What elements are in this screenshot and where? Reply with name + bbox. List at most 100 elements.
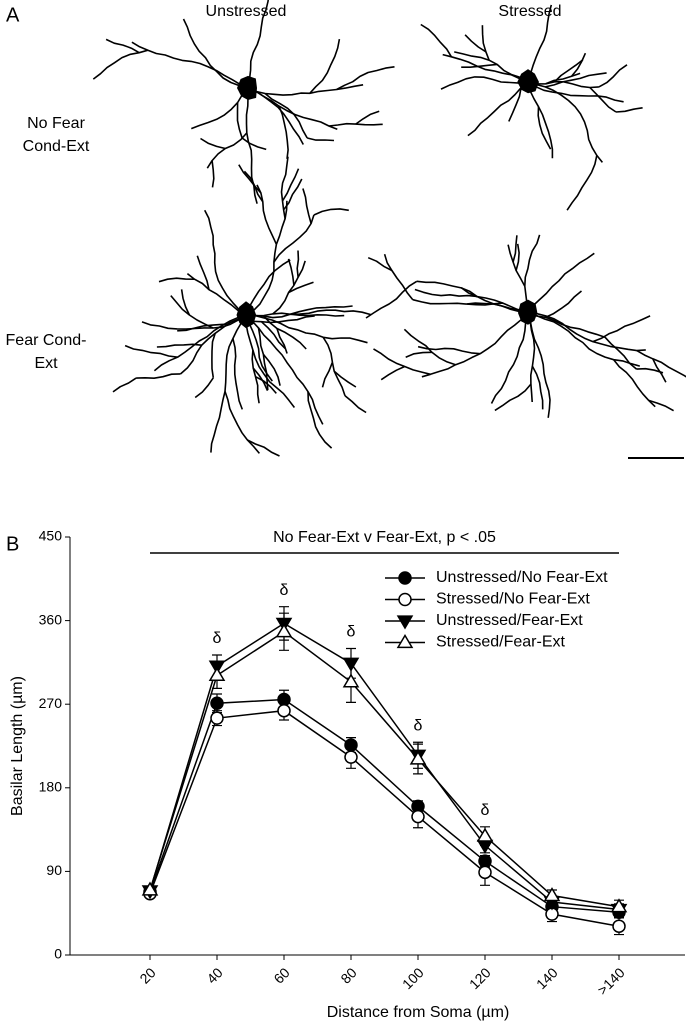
dendrite [287,258,295,286]
marker [396,615,414,630]
series-line [149,698,620,914]
dendrite [592,315,651,343]
dendrite [200,137,226,150]
dendrite [373,348,431,376]
soma [237,75,257,100]
dendrite [182,18,249,89]
row-label: Cond-Ext [23,138,90,155]
x-axis-label: Distance from Soma (µm) [327,1004,510,1021]
dendrite [566,155,598,211]
dendrite [247,439,280,457]
dendrite [460,287,529,314]
dendrite [570,52,587,77]
dendrite [247,0,269,89]
dendrite [290,313,345,317]
dendrite [383,253,414,301]
dendrite [313,208,349,216]
dendrite [307,137,335,142]
dendrite [278,105,289,159]
dendrite [247,87,305,145]
row-label: No Fear [27,115,85,132]
y-tick-label: 90 [46,862,62,878]
dendrite [180,314,247,375]
dendrite [257,327,269,391]
legend-label: Unstressed/Fear-Ext [436,612,583,629]
dendrite [224,391,261,454]
dendrite [180,289,191,316]
dendrite [416,280,529,314]
dendrite [245,314,296,408]
dendrite [177,323,231,332]
marker [277,703,291,718]
dendrite [461,63,498,68]
marker [344,750,358,764]
dendrite [598,64,628,88]
marker [210,711,224,725]
y-tick-label: 0 [54,946,62,962]
significance-label: No Fear-Ext v Fear-Ext, p < .05 [273,529,496,546]
dendrite [464,34,487,53]
marker [141,881,159,896]
x-tick-label: 120 [466,964,494,992]
dendrite [344,395,367,414]
dendrite [136,373,181,379]
dendrite [545,72,607,88]
marker [210,696,224,711]
dendrite [527,81,604,163]
annotation: δ [414,718,423,735]
marker [543,887,561,902]
dendrite [421,312,529,378]
dendrite [276,328,288,354]
dendrite [236,102,243,139]
dendrite [247,84,364,96]
dendrite [355,110,380,125]
dendrite [481,25,490,61]
dendrite [454,51,529,83]
marker [411,809,425,824]
dendrite [203,209,247,316]
marker [398,592,412,607]
marker [612,919,626,933]
dendrite [112,377,137,393]
x-tick-label: 60 [270,964,292,986]
annotation: δ [213,630,222,647]
x-tick-label: 140 [533,964,561,992]
dendrite [194,377,214,399]
y-tick-label: 360 [39,611,63,627]
dendrite [490,312,529,404]
dendrite [545,72,581,85]
dendrite [252,367,269,392]
soma [517,69,539,94]
dendrite [440,76,529,90]
dendrite [131,41,249,89]
dendrite [336,66,395,91]
dendrite [245,314,273,382]
dendrite [467,302,503,306]
dendrite [256,184,278,245]
marker [342,673,360,688]
legend-label: Unstressed/No Fear-Ext [436,569,608,586]
dendrite [158,277,195,283]
x-tick-label: 80 [337,964,359,986]
dendrite [589,86,617,113]
dendrite [191,87,249,130]
marker [476,827,494,842]
dendrite [211,333,216,378]
dendrite [615,107,643,113]
dendrite [288,281,314,294]
dendrite [403,328,456,366]
dendrite [206,132,248,169]
dendrite [527,252,595,314]
dendrite [260,321,286,350]
x-tick-label: 100 [399,964,427,992]
panel-label: A [6,4,20,26]
dendrite [524,234,541,314]
dendrite [321,362,334,388]
y-axis-label: Basilar Length (µm) [9,676,26,816]
x-tick-label: >140 [594,964,628,998]
dendrite [124,344,178,358]
marker [610,898,628,913]
dendrite [648,399,674,412]
x-tick-label: 20 [136,964,158,986]
